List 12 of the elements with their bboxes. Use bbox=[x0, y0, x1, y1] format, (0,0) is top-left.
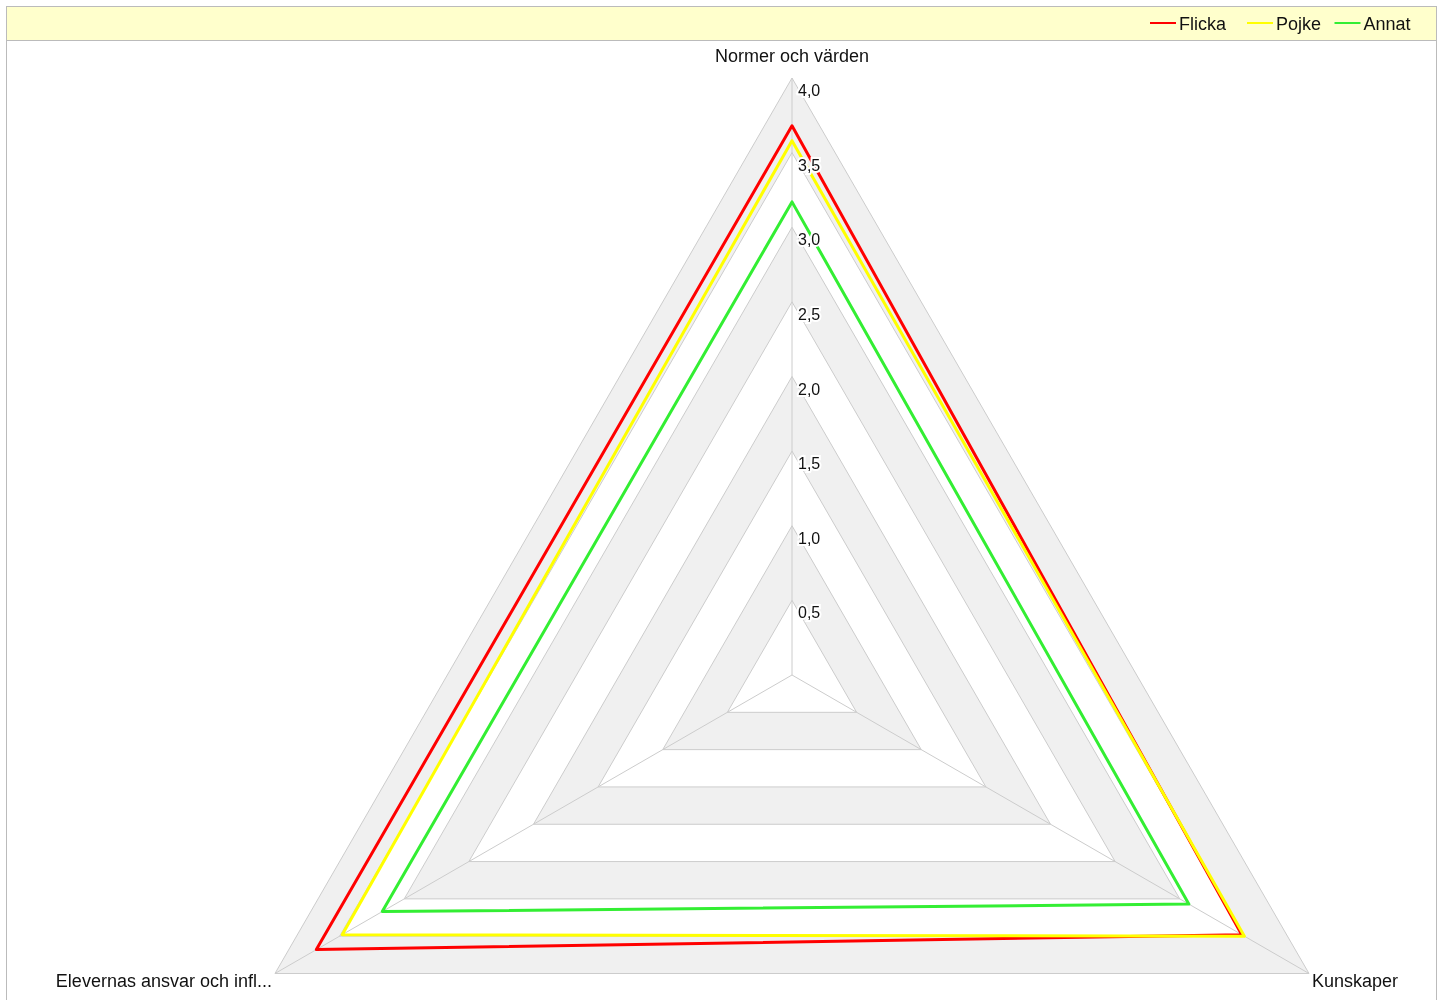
spoke-label: Normer och värden bbox=[714, 46, 870, 66]
spoke-label: Kunskaper bbox=[1312, 970, 1399, 991]
y-tick-label: 1,0 bbox=[798, 529, 821, 547]
y-tick-label: 4,0 bbox=[798, 82, 821, 99]
y-tick-label: 0,5 bbox=[798, 604, 821, 622]
y-tick-label: 1,5 bbox=[798, 455, 821, 473]
legend-label: Flicka bbox=[1179, 14, 1227, 34]
y-tick-label: 2,5 bbox=[798, 305, 821, 323]
legend-label: Pojke bbox=[1276, 14, 1322, 34]
spoke-label: Elevernas ansvar och infl... bbox=[55, 970, 272, 991]
y-tick-label: 2,0 bbox=[798, 380, 821, 398]
legend-label: Annat bbox=[1363, 14, 1411, 34]
